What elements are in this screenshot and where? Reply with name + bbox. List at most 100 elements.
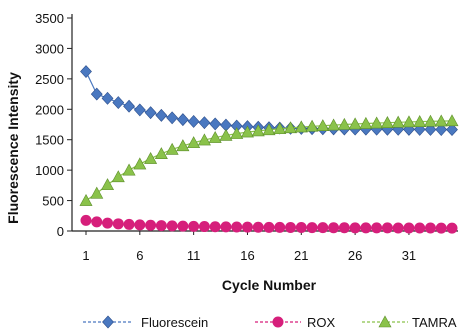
- data-point-rox: [177, 220, 189, 232]
- y-tick-label: 3000: [35, 41, 64, 56]
- data-point-rox: [123, 218, 135, 230]
- data-point-rox: [134, 219, 146, 231]
- data-point-rox: [102, 217, 114, 229]
- data-point-tamra: [348, 117, 362, 130]
- data-point-tamra: [262, 123, 276, 136]
- data-point-rox: [414, 222, 426, 234]
- data-point-rox: [274, 221, 286, 233]
- data-point-fluorescein: [155, 108, 168, 122]
- data-point-fluorescein: [198, 116, 211, 130]
- data-point-tamra: [434, 114, 448, 127]
- y-tick-label: 1500: [35, 133, 64, 148]
- data-point-rox: [209, 221, 221, 233]
- data-point-rox: [371, 222, 383, 234]
- data-point-tamra: [90, 186, 104, 199]
- data-point-rox: [80, 214, 92, 226]
- data-point-fluorescein: [209, 117, 222, 131]
- x-tick-label: 31: [402, 248, 416, 263]
- data-point-rox: [155, 220, 167, 232]
- data-point-rox: [145, 219, 157, 231]
- data-point-fluorescein: [112, 96, 125, 110]
- legend: Fluorescein ROX TAMRA: [83, 315, 457, 330]
- data-point-rox: [328, 222, 340, 234]
- legend-label-tamra: TAMRA: [412, 315, 457, 330]
- data-point-fluorescein: [80, 65, 92, 78]
- data-point-tamra: [219, 128, 233, 141]
- x-tick-label: 21: [294, 248, 308, 263]
- legend-label-rox: ROX: [307, 315, 336, 330]
- legend-item-tamra: TAMRA: [362, 315, 457, 330]
- x-tick-label: 26: [348, 248, 362, 263]
- data-point-rox: [381, 222, 393, 234]
- x-tick-label: 6: [136, 248, 143, 263]
- data-point-tamra: [402, 115, 416, 128]
- data-point-tamra: [79, 193, 93, 206]
- data-point-rox: [295, 222, 307, 234]
- data-point-fluorescein: [187, 115, 200, 128]
- data-point-rox: [166, 220, 178, 232]
- data-point-tamra: [144, 151, 158, 164]
- legend-marker-tamra: [378, 315, 392, 328]
- data-point-rox: [317, 222, 329, 234]
- y-tick-label: 2000: [35, 102, 64, 117]
- data-point-fluorescein: [435, 123, 448, 136]
- data-point-tamra: [413, 115, 427, 127]
- data-point-rox: [112, 218, 124, 230]
- data-point-tamra: [284, 121, 298, 134]
- data-point-tamra: [154, 147, 168, 160]
- legend-item-rox: ROX: [255, 315, 336, 330]
- y-tick-label: 2500: [35, 72, 64, 87]
- data-point-tamra: [359, 116, 373, 129]
- data-point-rox: [360, 222, 372, 234]
- data-point-tamra: [197, 133, 211, 146]
- x-tick-label: 1: [82, 248, 89, 263]
- data-point-tamra: [101, 178, 115, 191]
- data-point-rox: [91, 216, 103, 228]
- data-point-tamra: [370, 116, 384, 129]
- data-point-tamra: [187, 136, 201, 149]
- data-point-rox: [424, 222, 436, 234]
- y-tick-label: 0: [57, 224, 64, 239]
- y-tick-label: 1000: [35, 163, 64, 178]
- data-point-tamra: [165, 142, 179, 155]
- x-axis-title: Cycle Number: [222, 277, 317, 293]
- data-point-fluorescein: [446, 123, 458, 137]
- legend-marker-fluorescein: [102, 315, 114, 329]
- data-point-rox: [338, 222, 350, 234]
- series-tamra: [79, 114, 459, 206]
- data-point-fluorescein: [176, 113, 189, 127]
- legend-item-fluorescein: Fluorescein: [83, 315, 208, 330]
- data-point-rox: [392, 222, 404, 234]
- data-point-tamra: [111, 170, 125, 183]
- data-point-tamra: [391, 115, 405, 128]
- data-point-tamra: [273, 122, 287, 135]
- data-point-rox: [198, 221, 210, 233]
- series-rox: [80, 214, 458, 234]
- data-point-tamra: [337, 117, 351, 130]
- x-tick-label: 16: [240, 248, 254, 263]
- data-point-tamra: [230, 127, 244, 139]
- data-point-tamra: [240, 125, 254, 138]
- data-point-tamra: [380, 116, 394, 128]
- data-point-tamra: [133, 157, 147, 170]
- data-point-rox: [252, 221, 264, 233]
- y-axis-title: Fluorescence Intensity: [5, 72, 21, 224]
- data-point-tamra: [305, 119, 319, 132]
- data-point-rox: [403, 222, 415, 234]
- data-point-rox: [188, 220, 200, 232]
- data-point-rox: [349, 222, 361, 234]
- data-point-tamra: [445, 114, 459, 127]
- data-point-rox: [435, 222, 447, 234]
- data-point-tamra: [251, 124, 265, 137]
- data-point-rox: [220, 221, 232, 233]
- data-point-rox: [285, 221, 297, 233]
- data-point-fluorescein: [403, 122, 415, 136]
- legend-marker-rox: [272, 316, 284, 328]
- legend-label-fluorescein: Fluorescein: [141, 315, 208, 330]
- data-point-fluorescein: [101, 91, 114, 105]
- series-layer: [79, 65, 459, 234]
- data-point-rox: [241, 221, 253, 233]
- data-point-fluorescein: [166, 111, 179, 125]
